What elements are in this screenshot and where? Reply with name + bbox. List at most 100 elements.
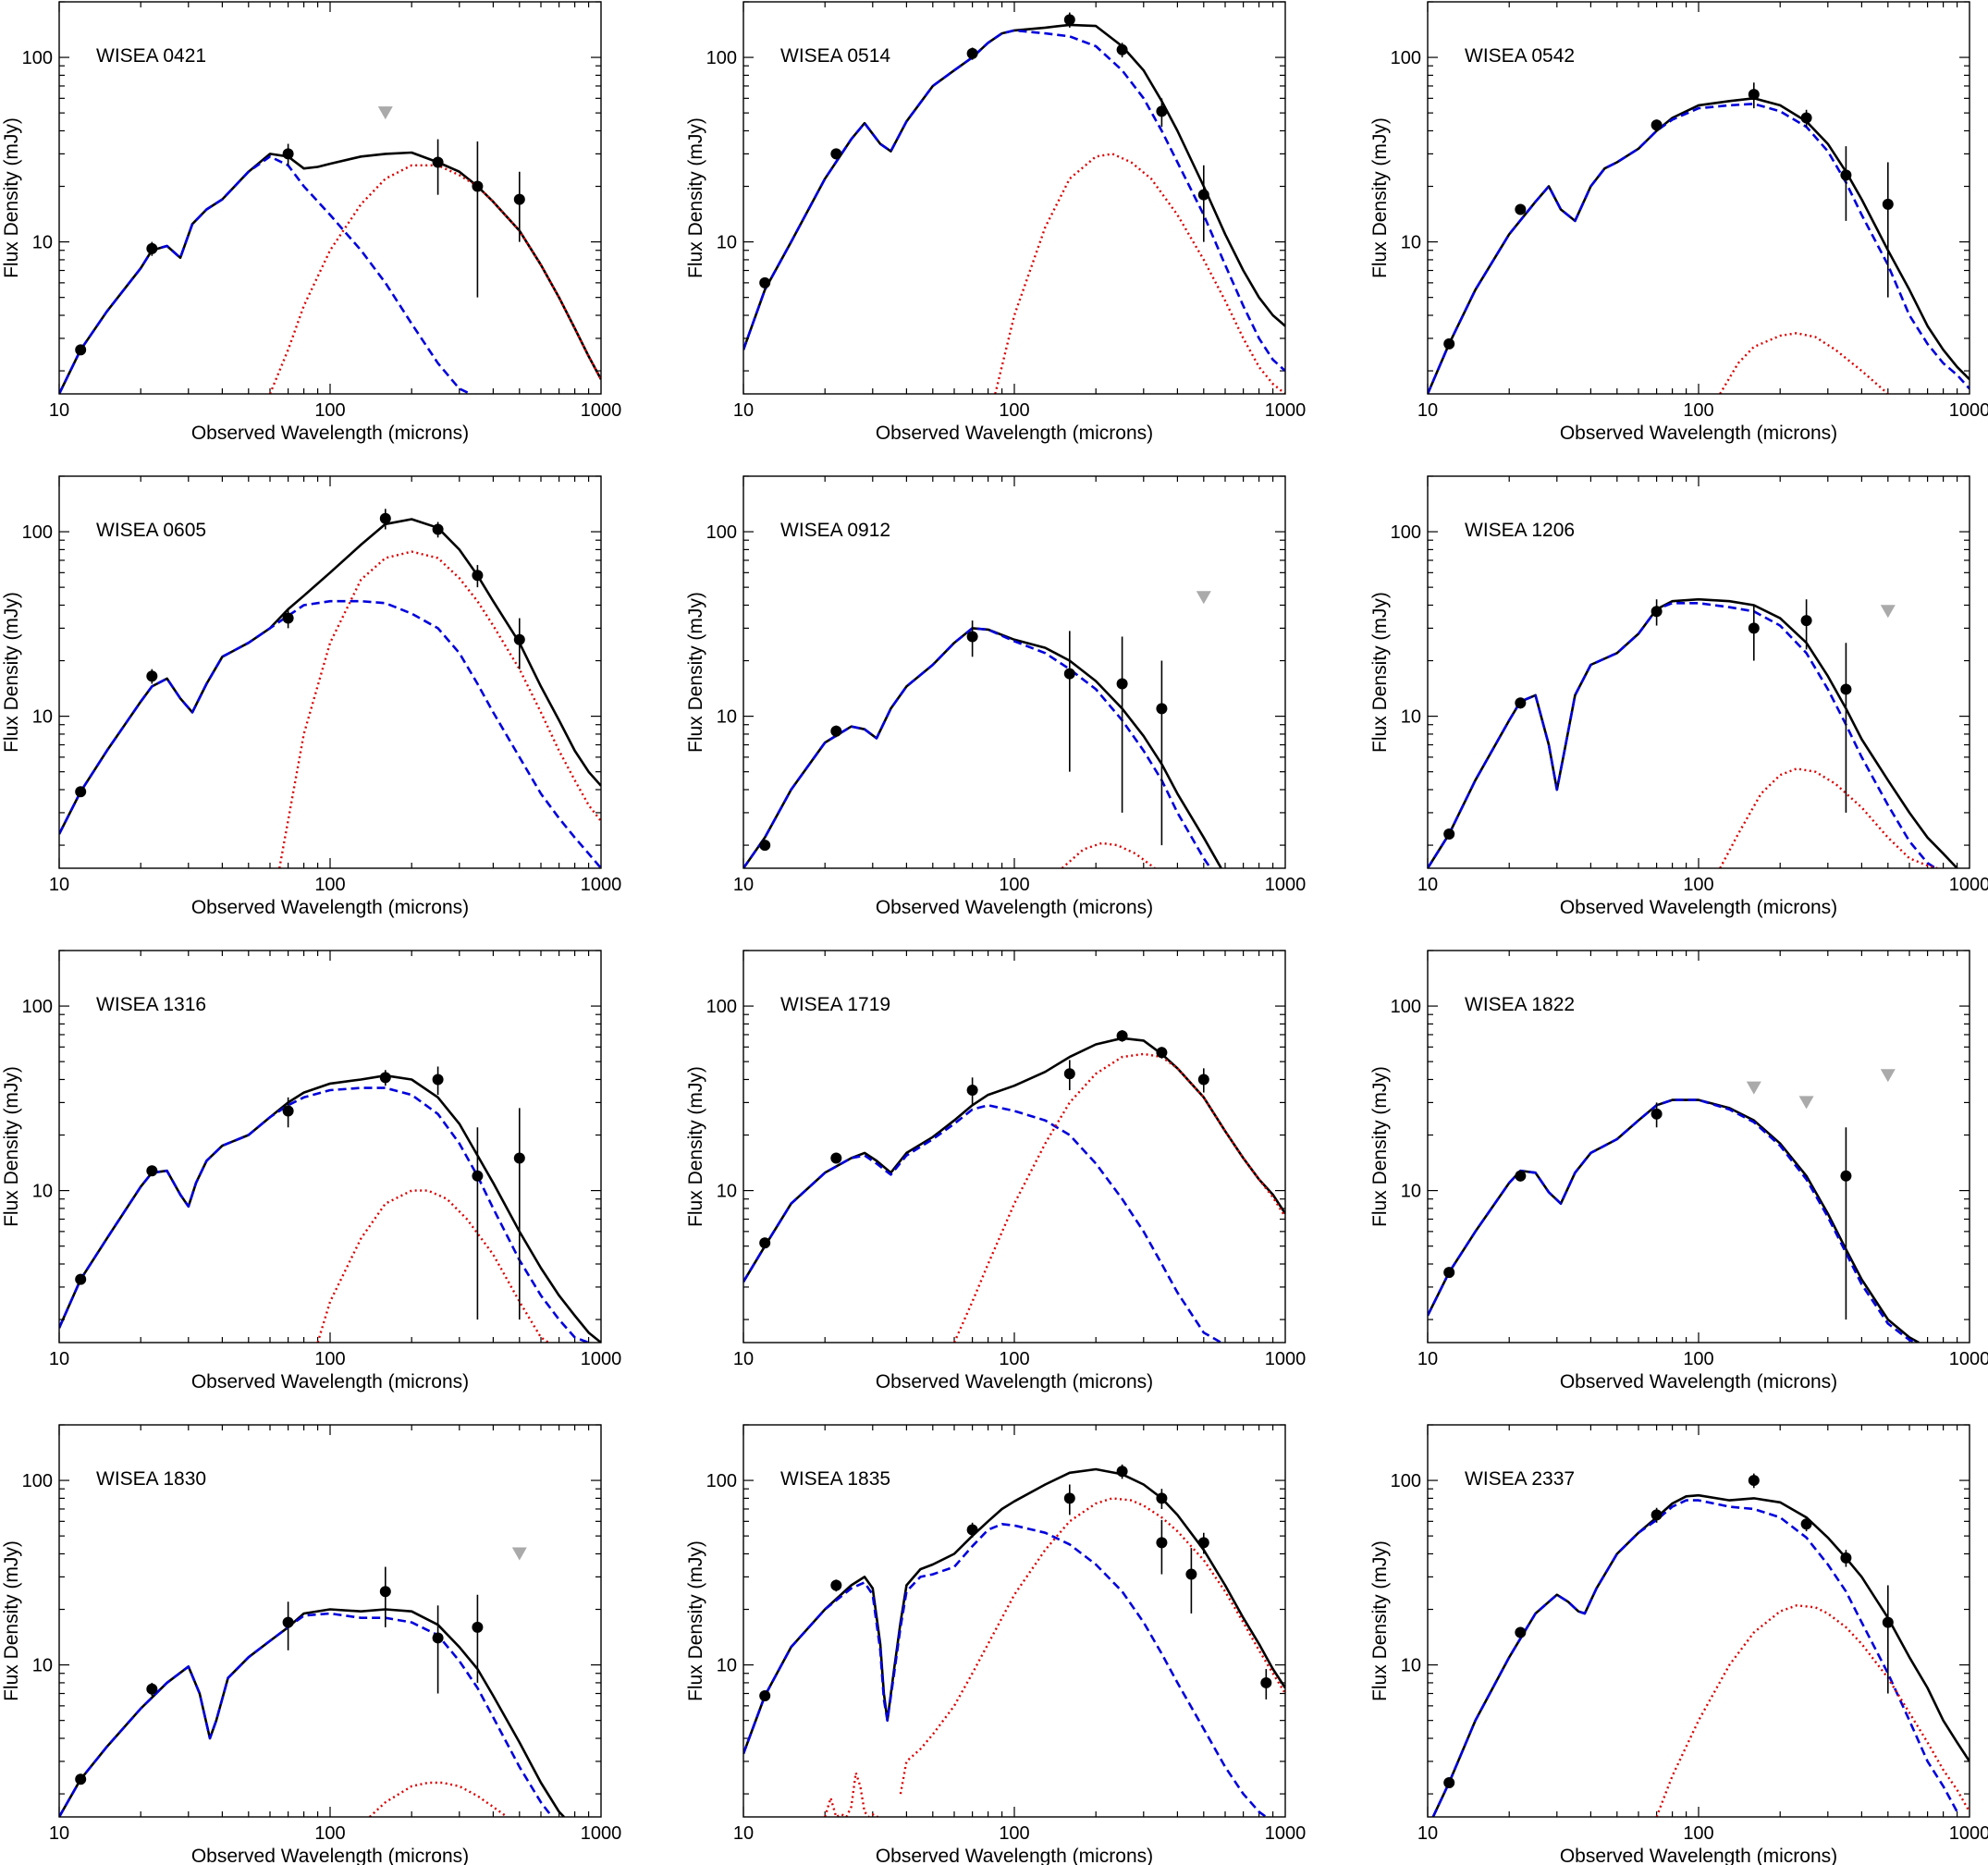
photometry-points — [75, 509, 525, 798]
x-tick-label: 1000 — [1265, 1823, 1307, 1844]
y-tick-label: 100 — [706, 997, 737, 1017]
data-point — [513, 1152, 525, 1164]
total-curve — [59, 518, 601, 835]
y-tick-label: 10 — [1401, 1656, 1421, 1676]
y-tick-label: 100 — [706, 1471, 737, 1491]
upper-limit-marker — [1880, 605, 1896, 619]
y-tick-label: 100 — [1391, 48, 1421, 68]
photometry-points — [759, 1030, 1209, 1249]
model-curves — [1431, 1493, 1970, 1817]
agn-curve — [59, 155, 472, 394]
plot-frame — [1427, 950, 1970, 1344]
plot-frame — [742, 1, 1286, 395]
data-point — [830, 725, 842, 737]
data-point — [472, 1621, 484, 1633]
x-tick-label: 10 — [49, 875, 69, 895]
photometry-points — [759, 1464, 1272, 1702]
x-tick-label: 10 — [49, 400, 69, 421]
data-point — [1116, 1030, 1128, 1042]
x-tick-label: 100 — [999, 1349, 1029, 1369]
data-point — [1116, 1466, 1128, 1478]
total-curve — [1428, 597, 1958, 868]
data-point — [1116, 43, 1128, 55]
data-point — [1443, 1776, 1455, 1788]
starburst-curve — [1655, 1604, 1970, 1817]
y-axis-label: Flux Density (mJy) — [1369, 592, 1391, 753]
x-tick-label: 1000 — [581, 875, 622, 895]
x-axis-label: Observed Wavelength (microns) — [876, 1371, 1153, 1393]
x-tick-label: 1000 — [1949, 875, 1988, 895]
total-curve — [743, 627, 1222, 868]
x-tick-label: 10 — [733, 1349, 754, 1369]
plot-frame — [1427, 1, 1970, 395]
upper-limit-marker — [377, 106, 393, 120]
y-axis-label: Flux Density (mJy) — [1369, 117, 1391, 278]
x-tick-label: 1000 — [1265, 1349, 1307, 1369]
agn-curve — [1431, 1499, 1958, 1817]
plot-frame — [1427, 475, 1970, 869]
upper-limit-marker — [1746, 1081, 1761, 1095]
x-tick-label: 100 — [314, 1349, 345, 1369]
agn-curve — [743, 627, 1212, 868]
panel-wisea-1835: 10 100 1000 10 100 Observed Wavelength (micro… — [685, 1424, 1307, 1865]
x-tick-label: 100 — [1683, 400, 1713, 421]
data-point — [432, 1632, 444, 1644]
plot-frame — [742, 1424, 1286, 1818]
model-curves — [743, 627, 1222, 868]
photometry-points — [1443, 82, 1894, 350]
agn-curve — [1428, 1098, 1918, 1343]
data-point — [966, 631, 978, 643]
data-point — [282, 1105, 294, 1117]
data-point — [472, 570, 484, 582]
y-tick-label: 10 — [32, 233, 53, 253]
y-tick-label: 10 — [717, 233, 737, 253]
data-point — [759, 840, 771, 852]
data-point — [1651, 119, 1663, 131]
agn-curve — [59, 1086, 590, 1343]
panel-title: WISEA 0605 — [96, 520, 206, 541]
x-tick-label: 1000 — [581, 400, 622, 421]
data-point — [759, 276, 771, 288]
data-point — [75, 786, 87, 798]
starburst-curve — [899, 1497, 1285, 1795]
data-point — [1063, 1068, 1075, 1080]
panel-title: WISEA 1719 — [780, 994, 890, 1015]
plot-frame — [58, 1, 602, 395]
starburst-curve — [316, 1189, 549, 1343]
axis-ticks — [58, 475, 601, 868]
data-point — [282, 148, 294, 160]
data-point — [432, 156, 444, 168]
data-point — [966, 1085, 978, 1097]
x-tick-label: 100 — [1683, 875, 1713, 895]
data-point — [1116, 678, 1128, 690]
upper-limit-marker — [511, 1547, 527, 1561]
data-point — [1063, 14, 1075, 26]
upper-limit-marker — [1798, 1096, 1814, 1110]
data-point — [830, 1579, 842, 1591]
x-axis-label: Observed Wavelength (microns) — [1560, 423, 1837, 444]
x-tick-label: 1000 — [581, 1349, 622, 1369]
data-point — [1197, 1537, 1209, 1549]
panel-title: WISEA 2337 — [1465, 1468, 1575, 1490]
photometry-points — [1443, 1069, 1896, 1320]
x-axis-label: Observed Wavelength (microns) — [876, 423, 1153, 444]
data-point — [146, 1165, 158, 1177]
data-point — [830, 1152, 842, 1164]
x-tick-label: 10 — [1417, 875, 1438, 895]
data-point — [759, 1237, 771, 1249]
model-curves — [59, 1074, 601, 1343]
x-tick-label: 1000 — [1949, 1823, 1988, 1844]
y-tick-label: 10 — [717, 707, 737, 728]
total-curve — [743, 1467, 1285, 1755]
data-point — [1443, 828, 1455, 840]
data-point — [830, 148, 842, 160]
data-point — [1156, 1537, 1168, 1549]
x-axis-label: Observed Wavelength (microns) — [876, 897, 1153, 918]
y-axis-label: Flux Density (mJy) — [1369, 1540, 1391, 1701]
y-tick-label: 10 — [717, 1182, 737, 1202]
model-curves — [1428, 97, 1970, 394]
data-point — [1748, 622, 1760, 634]
